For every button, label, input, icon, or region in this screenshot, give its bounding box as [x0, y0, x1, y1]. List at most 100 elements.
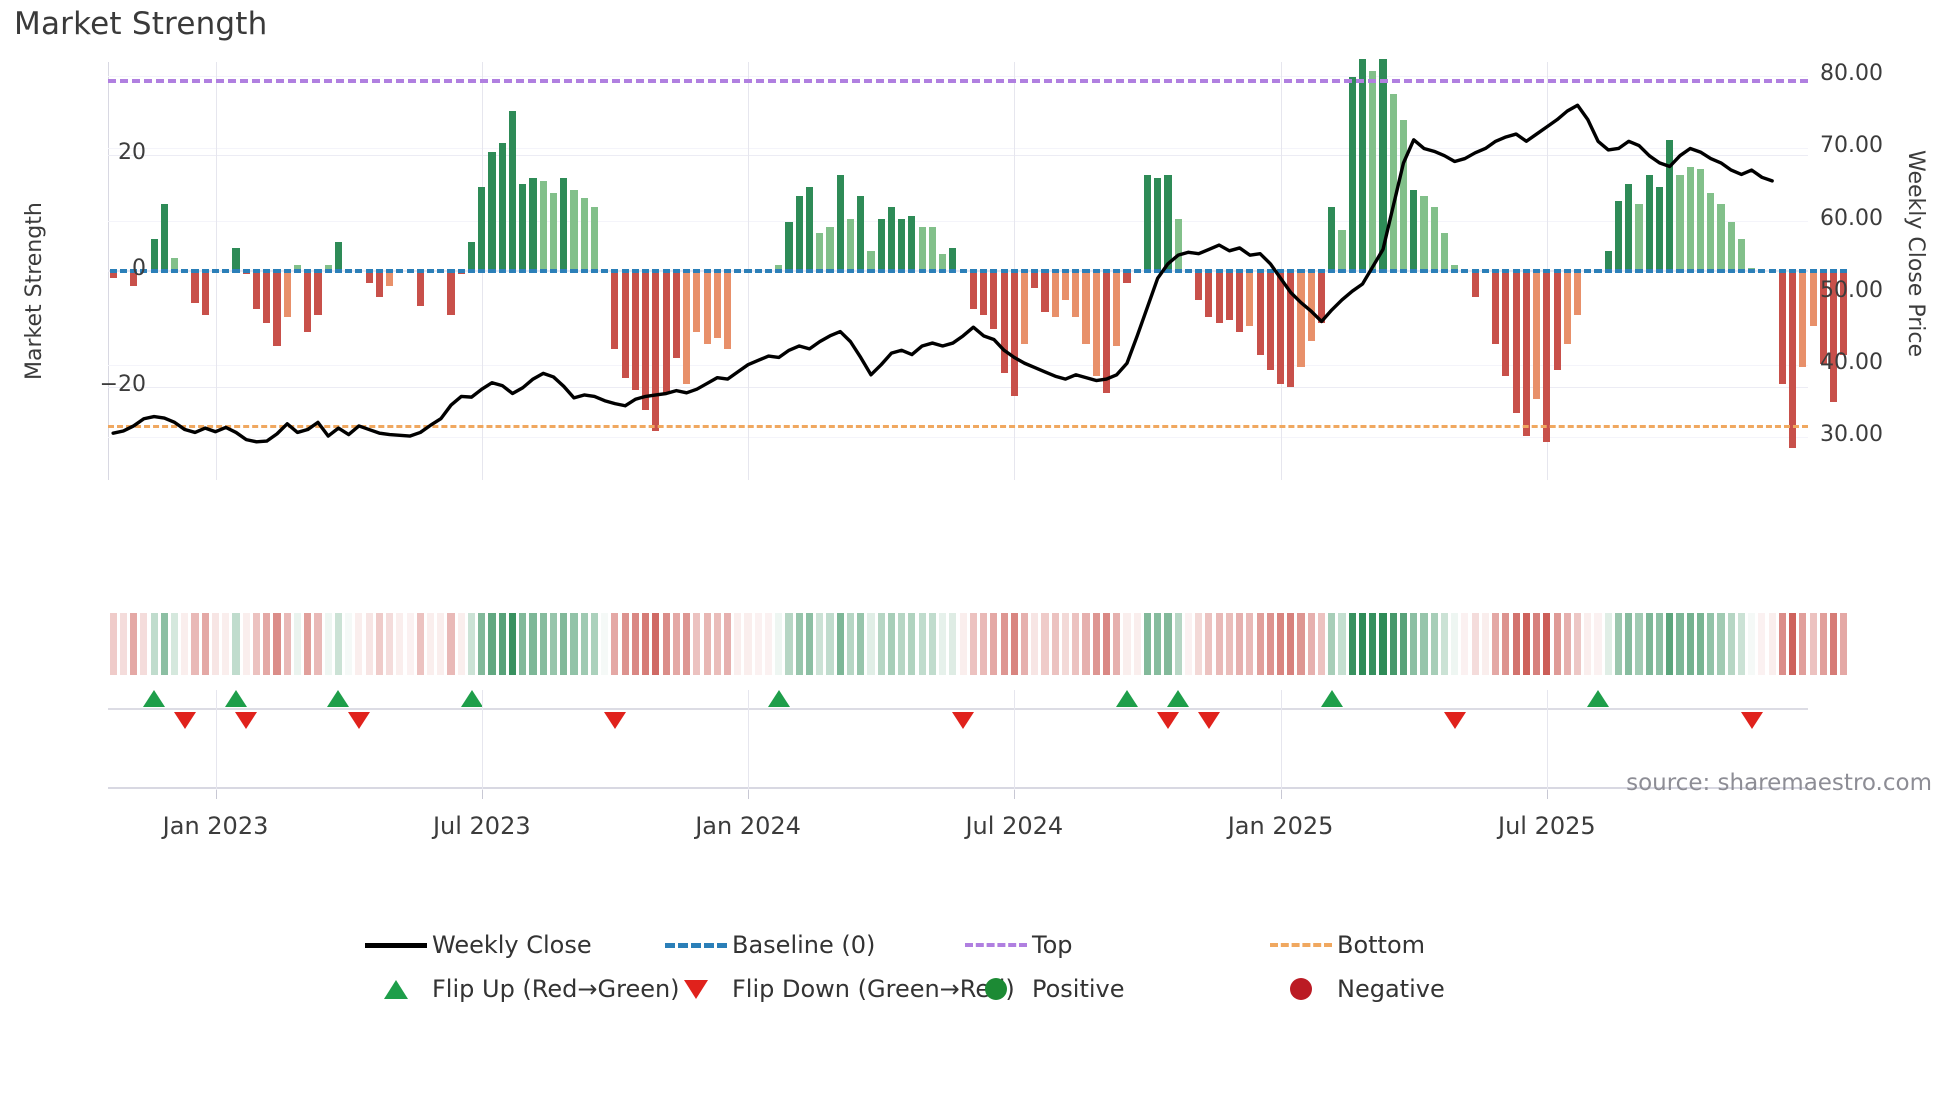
- flip-up-marker[interactable]: [1320, 690, 1343, 707]
- strength-bar: [1635, 204, 1643, 271]
- flip-down-marker[interactable]: [1443, 712, 1466, 729]
- baseline-cap: [427, 269, 435, 273]
- baseline-cap: [1317, 269, 1326, 273]
- baseline-cap: [570, 269, 578, 273]
- baseline-cap: [1840, 269, 1848, 273]
- legend-item-weekly-close[interactable]: Weekly Close: [360, 931, 660, 959]
- baseline-cap: [1451, 269, 1459, 273]
- x-tick-label: Jul 2025: [1498, 812, 1596, 840]
- legend-label: Bottom: [1337, 931, 1426, 959]
- strength-bar: [775, 265, 783, 271]
- flip-down-marker[interactable]: [347, 712, 370, 729]
- heat-cell: [242, 613, 250, 675]
- flip-up-marker[interactable]: [143, 690, 166, 707]
- strength-bar: [1113, 271, 1121, 347]
- legend-item-flip-up[interactable]: Flip Up (Red→Green): [360, 975, 680, 1003]
- heat-cell: [1809, 613, 1817, 675]
- strength-bar: [160, 204, 168, 271]
- legend-item-top[interactable]: Top: [960, 931, 1265, 959]
- baseline-cap: [826, 269, 834, 273]
- heat-cell: [672, 613, 680, 675]
- flip-down-marker[interactable]: [603, 712, 626, 729]
- baseline-cap: [631, 269, 639, 273]
- heat-cell: [1563, 613, 1571, 675]
- heat-cell: [375, 613, 383, 675]
- flip-down-marker[interactable]: [173, 712, 196, 729]
- baseline-cap: [1799, 269, 1807, 273]
- flip-up-marker[interactable]: [1167, 690, 1190, 707]
- dashed-line-icon: [660, 942, 732, 948]
- heat-cell: [1102, 613, 1111, 675]
- baseline-cap: [304, 269, 312, 273]
- baseline-cap: [386, 269, 394, 273]
- heat-cell: [1676, 613, 1684, 675]
- flip-up-marker[interactable]: [460, 690, 483, 707]
- strength-bar: [1707, 192, 1715, 271]
- heat-cell: [478, 613, 486, 675]
- baseline-cap: [1686, 269, 1694, 273]
- heat-cell: [539, 613, 547, 675]
- heat-cell: [345, 613, 353, 675]
- legend-item-flip-down[interactable]: Flip Down (Green→Red): [660, 975, 1015, 1003]
- baseline-cap: [590, 269, 599, 273]
- chart-legend: Weekly Close Baseline (0) Top Bottom Fli…: [360, 925, 1660, 1009]
- baseline-cap: [1246, 269, 1254, 273]
- flip-up-marker[interactable]: [1587, 690, 1610, 707]
- legend-item-baseline[interactable]: Baseline (0): [660, 931, 960, 959]
- strength-bar: [334, 241, 342, 271]
- baseline-cap: [283, 269, 291, 273]
- baseline-cap: [836, 269, 844, 273]
- heat-cell: [1020, 613, 1029, 675]
- baseline-cap: [580, 269, 588, 273]
- baseline-cap: [734, 269, 742, 273]
- flip-up-marker[interactable]: [327, 690, 350, 707]
- legend-item-positive[interactable]: Positive: [960, 975, 1265, 1003]
- flip-up-marker[interactable]: [767, 690, 790, 707]
- strength-bar: [232, 247, 240, 271]
- flip-down-marker[interactable]: [235, 712, 258, 729]
- flip-down-marker[interactable]: [1740, 712, 1763, 729]
- heat-cell: [1164, 613, 1172, 675]
- baseline-cap: [1573, 269, 1582, 273]
- strength-bar: [867, 250, 875, 271]
- flip-up-marker[interactable]: [225, 690, 247, 707]
- legend-item-negative[interactable]: Negative: [1265, 975, 1445, 1003]
- heat-cell: [498, 613, 506, 675]
- legend-item-bottom[interactable]: Bottom: [1265, 931, 1425, 959]
- heat-cell: [1184, 613, 1192, 675]
- heat-cell: [1154, 613, 1162, 675]
- baseline-cap: [1748, 269, 1756, 273]
- x-axis-line: [108, 787, 1808, 789]
- strength-bar: [1307, 271, 1315, 341]
- flip-down-marker[interactable]: [952, 712, 975, 729]
- strength-bar: [816, 233, 824, 271]
- heat-cell: [1686, 613, 1694, 675]
- flip-up-marker[interactable]: [1115, 690, 1138, 707]
- baseline-cap: [1297, 269, 1305, 273]
- baseline-cap: [549, 269, 558, 273]
- baseline-cap: [1717, 269, 1725, 273]
- strength-bar: [273, 271, 281, 347]
- gridline: [108, 270, 1808, 272]
- baseline-cap: [396, 269, 404, 273]
- strength-bar: [785, 221, 793, 271]
- baseline-cap: [1625, 269, 1633, 273]
- strength-bar: [508, 111, 517, 271]
- heat-cell: [1123, 613, 1131, 675]
- baseline-cap: [672, 269, 680, 273]
- flip-down-marker[interactable]: [1156, 712, 1179, 729]
- baseline-cap: [785, 269, 793, 273]
- heat-cell: [1573, 613, 1582, 675]
- flip-down-marker[interactable]: [1197, 712, 1220, 729]
- strength-bar: [928, 227, 936, 271]
- heat-cell: [406, 613, 414, 675]
- strength-bar: [1410, 189, 1418, 271]
- heat-cell: [826, 613, 834, 675]
- heat-cell: [908, 613, 916, 675]
- baseline-cap: [1123, 269, 1131, 273]
- strength-bar: [672, 271, 680, 359]
- baseline-cap: [1000, 269, 1008, 273]
- heat-cell: [1789, 613, 1797, 675]
- heat-cell: [939, 613, 947, 675]
